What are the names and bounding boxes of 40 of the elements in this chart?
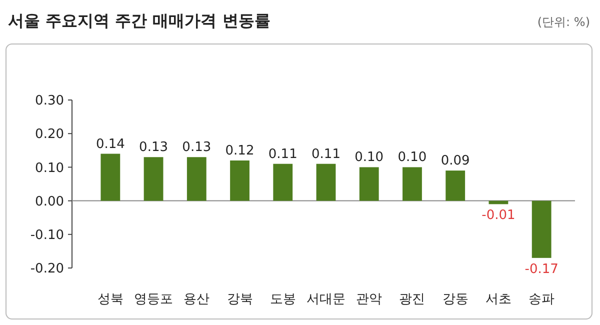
x-tick-label: 성북 bbox=[97, 292, 124, 307]
y-tick-label: -0.10 bbox=[30, 228, 64, 243]
x-tick-label: 영등포 bbox=[134, 292, 174, 307]
bar bbox=[446, 170, 466, 201]
bar bbox=[402, 167, 422, 201]
bar bbox=[186, 157, 206, 201]
x-tick-label: 광진 bbox=[399, 292, 426, 307]
data-label: -0.01 bbox=[482, 208, 516, 224]
bar bbox=[230, 160, 250, 201]
y-tick-label: 0.30 bbox=[35, 94, 64, 109]
x-tick-label: 송파 bbox=[528, 292, 555, 307]
bar bbox=[316, 164, 336, 201]
bar bbox=[100, 154, 120, 201]
x-tick-label: 강동 bbox=[442, 292, 468, 307]
data-label: 0.11 bbox=[312, 146, 340, 162]
data-label: -0.17 bbox=[524, 262, 558, 277]
data-label: 0.13 bbox=[182, 140, 212, 156]
y-tick-label: 0.10 bbox=[35, 160, 64, 176]
data-label: 0.13 bbox=[139, 140, 168, 156]
data-label: 0.09 bbox=[440, 154, 470, 169]
text: (단위: %) bbox=[537, 15, 590, 29]
chart-title: 서울 주요지역 주간 매매가격 변동률 bbox=[8, 11, 270, 30]
data-label: 0.11 bbox=[268, 146, 298, 162]
data-label: 0.14 bbox=[96, 136, 125, 152]
bar bbox=[532, 200, 552, 258]
x-tick-label: 도봉 bbox=[270, 292, 296, 307]
bar bbox=[144, 157, 164, 201]
data-label: 0.10 bbox=[398, 150, 427, 166]
y-tick-label: 0.00 bbox=[35, 194, 64, 210]
y-tick-label: 0.20 bbox=[35, 127, 64, 142]
x-tick-label: 서대문 bbox=[306, 292, 346, 307]
bar bbox=[273, 164, 293, 201]
y-tick-label: -0.20 bbox=[30, 262, 64, 277]
x-tick-label: 강북 bbox=[226, 292, 253, 307]
data-label: 0.10 bbox=[354, 150, 384, 166]
x-tick-label: 용산 bbox=[184, 292, 210, 307]
bar bbox=[359, 167, 379, 201]
data-label: 0.12 bbox=[225, 143, 254, 158]
x-tick-label: 관악 bbox=[356, 292, 382, 307]
x-tick-label: 서초 bbox=[485, 292, 512, 307]
